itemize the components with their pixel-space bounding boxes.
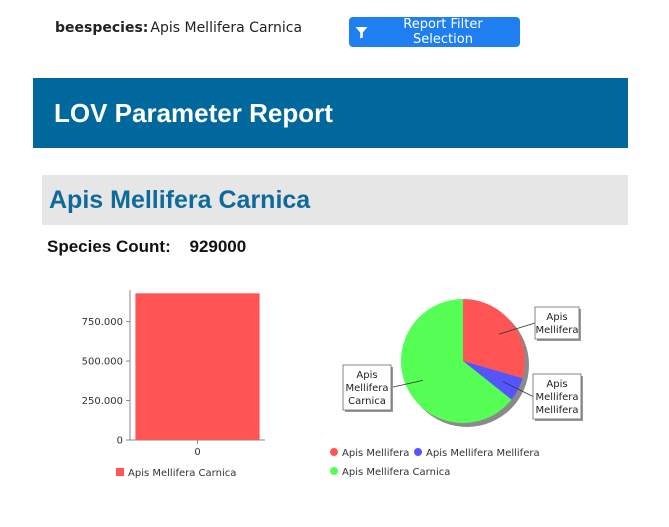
x-tick-label: 0 [194, 447, 200, 458]
filter-key: beespecies: [55, 20, 149, 36]
callout-label: Apis [546, 379, 567, 390]
bar [135, 293, 260, 440]
y-tick-label: 0 [117, 436, 123, 447]
legend-swatch [330, 467, 338, 475]
callout-label: Apis [356, 370, 377, 381]
callout-line [502, 381, 534, 397]
section-title: Apis Mellifera Carnica [49, 185, 311, 214]
legend-swatch [330, 448, 338, 456]
report-header: LOV Parameter Report [33, 78, 628, 148]
pie-slice [463, 299, 525, 379]
callout-label: Mellifera [535, 392, 578, 403]
legend-label: Apis Mellifera Mellifera [426, 448, 540, 459]
callout-box [532, 373, 582, 420]
filter-value: Apis Mellifera Carnica [150, 20, 303, 36]
callout-label: Carnica [348, 396, 386, 407]
callout-box [342, 364, 392, 411]
filter-summary: beespecies: Apis Mellifera Carnica [55, 20, 302, 36]
legend-label: Apis Mellifera Carnica [128, 468, 236, 479]
callout-label: Mellifera [535, 325, 578, 336]
report-filter-selection-button[interactable]: Report Filter Selection [349, 17, 520, 47]
callout-line [390, 379, 423, 388]
y-tick-label: 750.000 [82, 317, 123, 328]
bar-chart: 0 250.000 500.000 750.000 0 Apis Mellifera Ca… [82, 290, 265, 479]
species-count-label: Species Count: [47, 237, 171, 256]
species-count: Species Count: 929000 [47, 237, 246, 257]
legend-label: Apis Mellifera Carnica [342, 467, 450, 478]
pie-chart: Apis Mellifera Apis Mellifera Mellifera Apis M… [330, 299, 583, 478]
section-header: Apis Mellifera Carnica [42, 175, 628, 225]
callout-label: Apis [546, 312, 567, 323]
y-tick-label: 250.000 [82, 396, 123, 407]
legend-swatch [116, 468, 124, 476]
pie-slice [463, 361, 523, 400]
y-tick-label: 500.000 [82, 357, 123, 368]
callout-label: Mellifera [535, 405, 578, 416]
pie-slice [400, 299, 512, 423]
callout-box [534, 306, 580, 340]
filter-icon [355, 26, 368, 39]
callout-line [498, 322, 536, 335]
legend-label: Apis Mellifera [342, 448, 409, 459]
report-title: LOV Parameter Report [54, 97, 333, 128]
callout-label: Mellifera [345, 383, 388, 394]
filter-button-label: Report Filter Selection [403, 17, 483, 47]
legend-swatch [414, 448, 422, 456]
species-count-value: 929000 [189, 237, 247, 256]
